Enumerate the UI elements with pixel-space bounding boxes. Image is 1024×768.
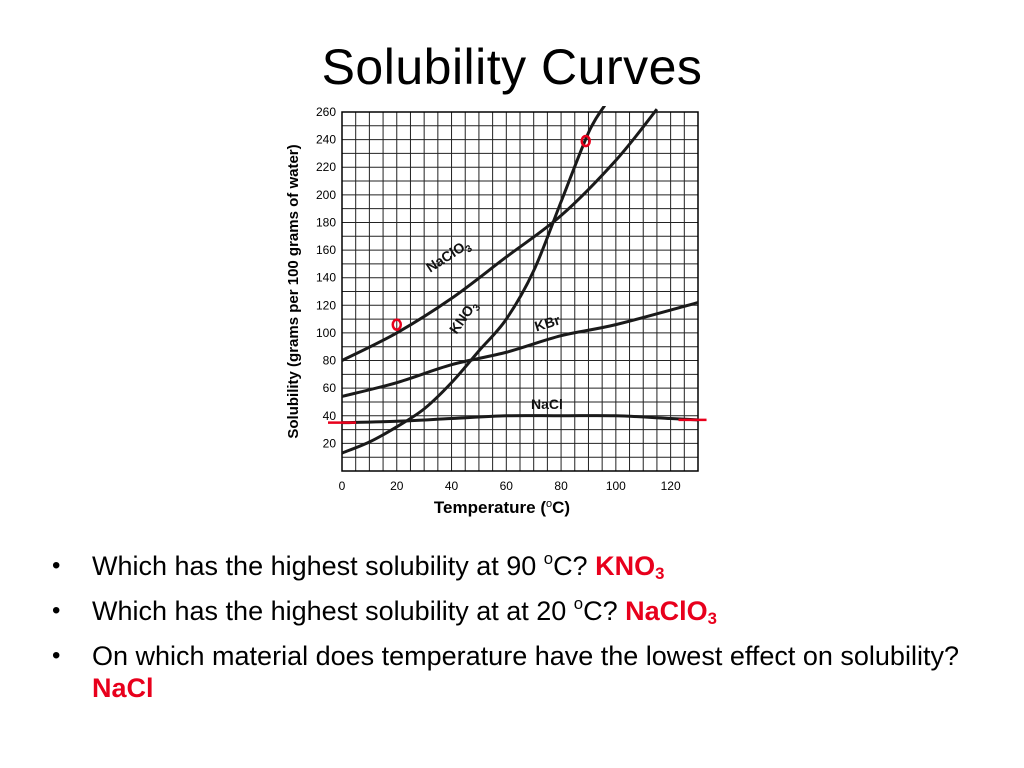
series-line-kno3 [342, 106, 607, 455]
x-axis-label: Temperature (oC) [434, 498, 570, 517]
series-layer [342, 106, 698, 455]
chart-svg: 0 20 40 60 80 100 120 20 40 60 80 100 120 140 160 180 20… [285, 105, 707, 517]
y-tick-label: 200 [316, 188, 336, 202]
degree-sup: o [543, 549, 554, 569]
y-tick-label: 260 [316, 105, 336, 119]
annotation-mark [391, 318, 403, 331]
bullet-icon: • [52, 642, 61, 669]
answer-sub: 3 [655, 564, 665, 584]
plot-frame [341, 111, 699, 472]
y-tick-label: 180 [316, 215, 336, 229]
question-item-1: • Which has the highest solubility at 90… [40, 550, 1000, 582]
annotation-layer [328, 134, 707, 424]
x-tick-label: 60 [500, 479, 514, 493]
series-line-naclo3 [342, 108, 659, 362]
answer-sub: 3 [707, 609, 717, 629]
y-tick-label: 160 [316, 243, 336, 257]
question-text: On which material does temperature have … [92, 641, 959, 671]
x-tick-label: 120 [661, 479, 681, 493]
y-tick-label: 120 [316, 298, 336, 312]
y-tick-label: 60 [323, 381, 337, 395]
y-tick-label: 20 [323, 436, 337, 450]
y-tick-label: 220 [316, 160, 336, 174]
y-axis-label: Solubility (grams per 100 grams of water… [285, 144, 302, 438]
answer-main: KNO [595, 551, 656, 581]
answer-main: NaClO [625, 596, 708, 626]
question-text-end: C? [583, 596, 626, 626]
y-tick-label: 40 [323, 409, 337, 423]
question-item-2: • Which has the highest solubility at at… [40, 595, 1000, 627]
y-tick-label: 140 [316, 271, 336, 285]
question-item-3: • On which material does temperature hav… [40, 640, 1000, 704]
y-tick-label: 100 [316, 326, 336, 340]
question-text: Which has the highest solubility at at 2… [92, 596, 574, 626]
series-label-kbr: KBr [533, 311, 563, 334]
series-line-kbr [342, 301, 698, 398]
question-text: Which has the highest solubility at 90 [92, 551, 544, 581]
series-label-nacl: NaCl [531, 396, 563, 412]
x-tick-label: 0 [339, 479, 346, 493]
series-line-nacl [342, 414, 698, 425]
x-tick-label: 80 [554, 479, 568, 493]
answer-text: NaCl [92, 673, 154, 703]
y-tick-label: 80 [323, 354, 337, 368]
degree-sup: o [573, 594, 584, 614]
question-list: • Which has the highest solubility at 90… [40, 550, 1000, 717]
bullet-icon: • [52, 597, 61, 624]
annotation-mark [580, 134, 591, 148]
answer-text: NaClO3 [625, 596, 717, 629]
answer-text: KNO3 [595, 551, 665, 584]
question-text-end: C? [553, 551, 596, 581]
slide-title: Solubility Curves [321, 39, 703, 95]
x-tick-label: 100 [606, 479, 626, 493]
y-tick-label: 240 [316, 133, 336, 147]
x-tick-label: 40 [445, 479, 459, 493]
bullet-icon: • [52, 552, 61, 579]
chart-axes: 0 20 40 60 80 100 120 20 40 60 80 100 120 140 160 180 20… [285, 105, 699, 517]
series-label-naclo3: NaClO3 [423, 235, 475, 278]
x-tick-label: 20 [390, 479, 404, 493]
solubility-chart: 0 20 40 60 80 100 120 20 40 60 80 100 120 140 160 180 20… [270, 100, 720, 525]
